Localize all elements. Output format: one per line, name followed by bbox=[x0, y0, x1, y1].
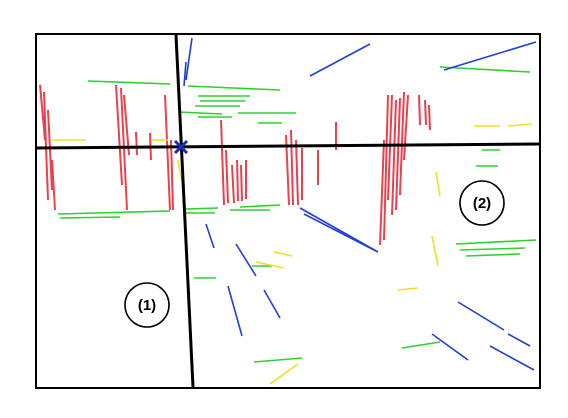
green-segment bbox=[59, 216, 121, 219]
blue-segment bbox=[235, 243, 257, 277]
green-segment bbox=[253, 357, 303, 363]
red-segment bbox=[295, 139, 299, 206]
yellow-segment bbox=[273, 251, 293, 257]
red-segment bbox=[290, 129, 294, 206]
yellow-segments bbox=[52, 123, 533, 385]
green-segment bbox=[177, 111, 223, 115]
red-segment bbox=[391, 99, 397, 216]
red-segment bbox=[387, 94, 393, 201]
green-segment bbox=[465, 253, 521, 257]
yellow-segment bbox=[507, 123, 533, 127]
green-segment bbox=[185, 207, 219, 210]
blue-segment bbox=[185, 37, 193, 81]
red-segment bbox=[39, 84, 46, 141]
green-segment bbox=[57, 210, 171, 215]
green-segment bbox=[239, 204, 281, 208]
blue-segment bbox=[183, 61, 187, 87]
green-segment bbox=[187, 85, 281, 91]
yellow-segment bbox=[431, 235, 439, 267]
blue-segment bbox=[263, 289, 281, 319]
red-segment bbox=[379, 139, 385, 246]
red-segment bbox=[115, 84, 123, 186]
blue-segment bbox=[303, 213, 375, 251]
blue-segments bbox=[183, 37, 537, 371]
blue-segment bbox=[431, 333, 469, 361]
yellow-segment bbox=[397, 287, 419, 291]
blue-segment bbox=[489, 345, 535, 371]
red-segment bbox=[135, 131, 138, 156]
yellow-segment bbox=[435, 171, 441, 197]
region-label-1-text: (1) bbox=[138, 297, 156, 314]
blue-segment bbox=[443, 41, 537, 71]
red-segment bbox=[51, 159, 56, 211]
green-segment bbox=[401, 341, 441, 349]
x-marker-icon bbox=[173, 139, 189, 155]
red-segment bbox=[240, 164, 243, 202]
red-segment bbox=[231, 164, 235, 204]
red-segment bbox=[120, 87, 128, 211]
green-segment bbox=[459, 247, 526, 251]
blue-segment bbox=[227, 285, 243, 337]
red-segment bbox=[123, 94, 130, 156]
red-segment bbox=[424, 99, 427, 126]
red-segment bbox=[164, 94, 171, 211]
red-segment bbox=[236, 159, 239, 202]
red-segment bbox=[225, 149, 229, 204]
red-segment bbox=[170, 139, 174, 211]
red-segment bbox=[395, 97, 401, 211]
blue-segment bbox=[457, 301, 505, 331]
red-segment bbox=[383, 94, 389, 241]
image-frame bbox=[35, 33, 541, 389]
red-segment bbox=[220, 119, 225, 206]
blue-segment bbox=[205, 223, 215, 249]
red-segment bbox=[399, 91, 405, 196]
red-segment bbox=[43, 91, 49, 201]
green-segment bbox=[455, 239, 537, 245]
blue-segment bbox=[507, 333, 531, 347]
red-vertical-segments bbox=[39, 84, 431, 246]
green-segment bbox=[439, 66, 531, 73]
yellow-segment bbox=[255, 261, 285, 269]
vertical-axis-line bbox=[174, 34, 195, 388]
red-segment bbox=[428, 104, 431, 131]
red-segment bbox=[47, 109, 53, 191]
region-label-2-text: (2) bbox=[473, 195, 491, 212]
region-label-1: (1) bbox=[124, 282, 170, 328]
red-segment bbox=[403, 94, 409, 161]
yellow-segment bbox=[269, 363, 299, 385]
green-segment bbox=[87, 80, 171, 85]
blue-segment bbox=[309, 43, 371, 77]
yellow-segment bbox=[177, 159, 183, 183]
green-horizontal-segments bbox=[57, 66, 537, 363]
horizon-line bbox=[36, 142, 540, 150]
region-label-2: (2) bbox=[459, 180, 505, 226]
red-segment bbox=[418, 94, 421, 126]
